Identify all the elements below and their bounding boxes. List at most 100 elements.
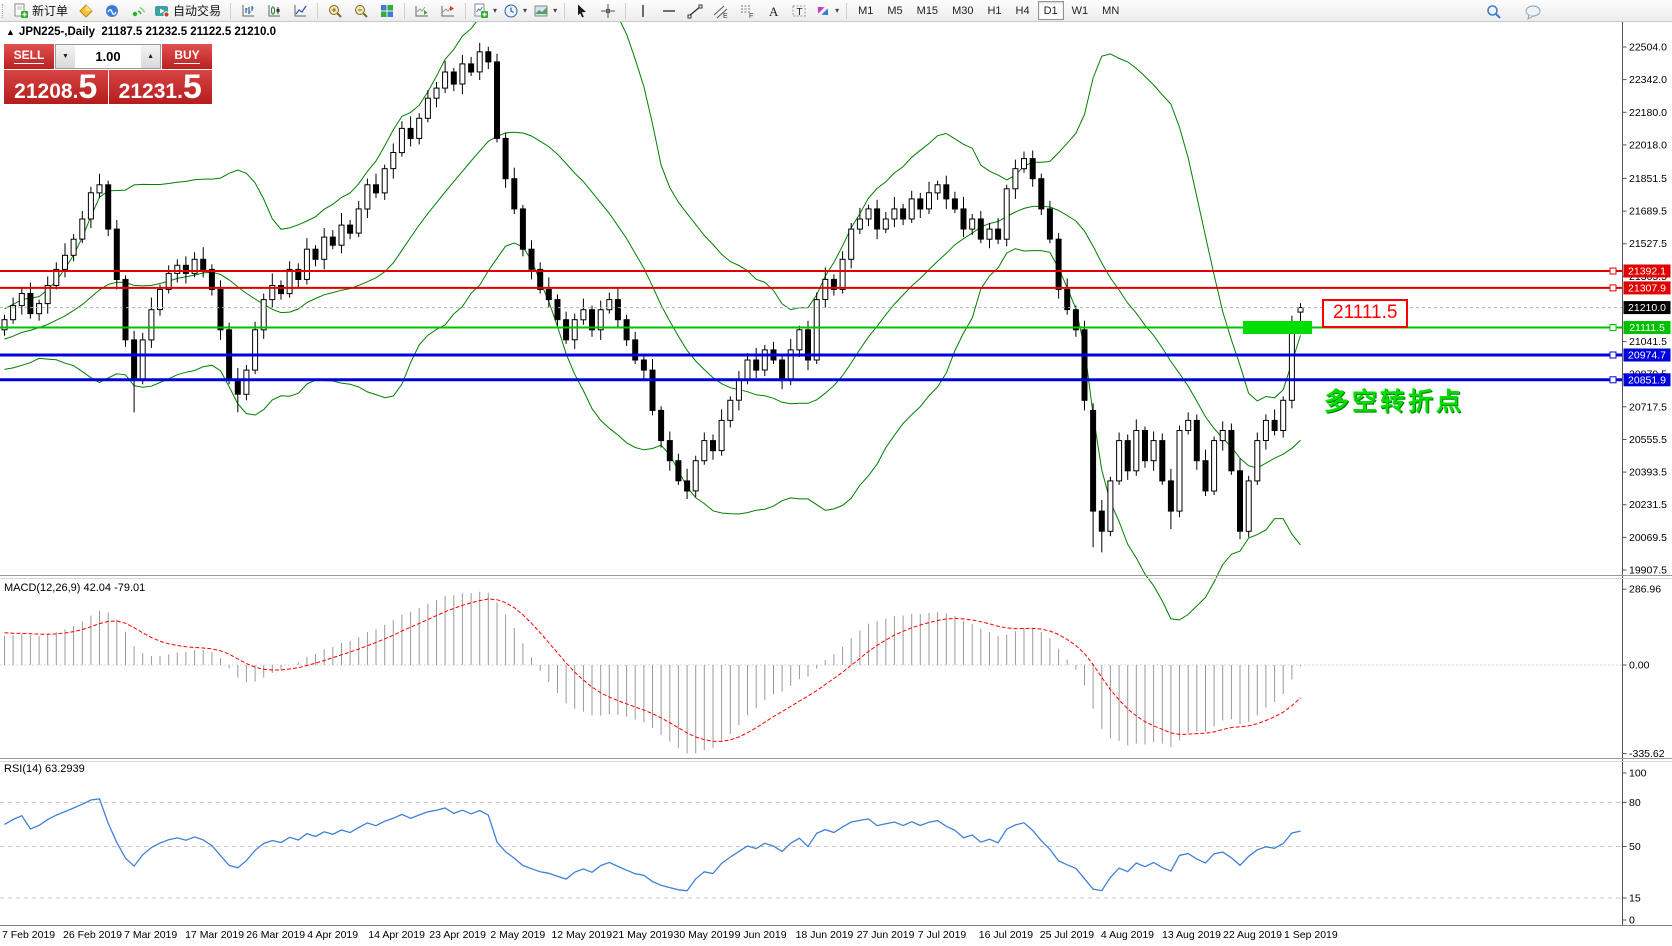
line-chart-icon bbox=[294, 4, 307, 16]
search-icon bbox=[1486, 5, 1501, 19]
community-button[interactable] bbox=[99, 0, 125, 21]
volume-decrease-button[interactable]: ▼ bbox=[56, 45, 75, 68]
toolbar-separator bbox=[465, 2, 467, 19]
sell-button[interactable]: SELL bbox=[4, 44, 54, 69]
timeframe-button-MN[interactable]: MN bbox=[1102, 4, 1120, 17]
bar-chart-icon bbox=[242, 4, 255, 16]
timeframe-button-M30[interactable]: M30 bbox=[952, 4, 974, 17]
volume-stepper: ▼ 1.00 ▲ bbox=[55, 44, 161, 69]
bar-chart-button[interactable] bbox=[235, 0, 261, 21]
svg-text:21111.5: 21111.5 bbox=[1629, 322, 1665, 334]
auto-scroll-button[interactable] bbox=[409, 0, 435, 21]
svg-text:21 May 2019: 21 May 2019 bbox=[613, 929, 674, 941]
tile-windows-button[interactable] bbox=[374, 0, 400, 21]
autotrading-button[interactable]: 自动交易 bbox=[151, 0, 226, 21]
zoom-out-button[interactable] bbox=[348, 0, 374, 21]
chart-window[interactable]: 22504.0 22342.0 22180.0 22018.0 21851.5 21689… bbox=[0, 22, 1672, 946]
bollinger-bands bbox=[4, 22, 1301, 621]
shapes-button[interactable]: ▾ bbox=[812, 0, 842, 21]
rsi-pane bbox=[4, 798, 1301, 892]
chart-symbol-period: JPN225-,Daily bbox=[18, 26, 95, 38]
pane-borders bbox=[0, 575, 1672, 926]
new-order-button[interactable]: 新订单 bbox=[10, 0, 73, 21]
vertical-line-icon bbox=[642, 4, 644, 17]
chevron-down-icon: ▾ bbox=[835, 6, 840, 15]
svg-text:E: E bbox=[723, 13, 728, 19]
zoom-in-button[interactable] bbox=[322, 0, 348, 21]
community-icon bbox=[106, 4, 119, 17]
buy-price-frac: 5 bbox=[182, 68, 202, 107]
chat-button[interactable] bbox=[1520, 1, 1546, 22]
text-label-button[interactable]: T bbox=[786, 0, 812, 21]
svg-text:2 May 2019: 2 May 2019 bbox=[490, 929, 545, 941]
horizontal-line-button[interactable] bbox=[656, 0, 682, 21]
trendline-button[interactable] bbox=[682, 0, 708, 21]
sell-price-dot: . bbox=[72, 80, 79, 103]
timeframe-button-H1[interactable]: H1 bbox=[987, 4, 1002, 17]
rsi-value: 63.2939 bbox=[44, 763, 85, 775]
price-callout-box[interactable]: 21111.5 bbox=[1322, 299, 1409, 328]
tile-windows-icon bbox=[381, 4, 394, 17]
text-tool-button[interactable]: A bbox=[760, 0, 786, 21]
template-icon bbox=[534, 5, 548, 16]
chevron-down-icon: ▾ bbox=[553, 6, 558, 15]
candlestick-chart-icon bbox=[268, 4, 281, 16]
one-click-trade-panel: SELL ▼ 1.00 ▲ BUY 21208. 5 21231. 5 bbox=[4, 44, 212, 104]
chart-ohlc-readout: 21187.5 21232.5 21122.5 21210.0 bbox=[101, 26, 276, 38]
svg-text:13 Aug 2019: 13 Aug 2019 bbox=[1162, 929, 1221, 941]
search-button[interactable] bbox=[1480, 1, 1506, 22]
buy-button[interactable]: BUY bbox=[162, 44, 212, 69]
svg-text:F: F bbox=[749, 13, 753, 19]
fibonacci-button[interactable]: F bbox=[734, 0, 760, 21]
timeframe-button-M15[interactable]: M15 bbox=[916, 4, 939, 17]
buy-price-display[interactable]: 21231. 5 bbox=[108, 68, 212, 107]
timeframe-button-M1[interactable]: M1 bbox=[858, 4, 874, 17]
templates-button[interactable]: ▾ bbox=[530, 0, 560, 21]
svg-text:20393.5: 20393.5 bbox=[1629, 467, 1667, 479]
cursor-icon bbox=[578, 4, 587, 17]
svg-text:22018.0: 22018.0 bbox=[1629, 139, 1667, 151]
turning-point-note[interactable]: 多空转折点 bbox=[1324, 388, 1465, 416]
timeframe-button-D1[interactable]: D1 bbox=[1037, 1, 1064, 20]
periods-button[interactable]: ▾ bbox=[500, 0, 530, 21]
svg-text:21527.5: 21527.5 bbox=[1629, 238, 1667, 250]
svg-text:22180.0: 22180.0 bbox=[1629, 107, 1667, 119]
equidistant-channel-button[interactable]: E bbox=[708, 0, 734, 21]
candles-layer bbox=[1, 42, 1304, 553]
svg-text:22504.0: 22504.0 bbox=[1629, 42, 1667, 54]
timeframe-group: M1 M5 M15 M30 H1 H4 D1 W1 MN bbox=[851, 1, 1126, 20]
timeframe-button-M5[interactable]: M5 bbox=[887, 4, 903, 17]
quotes-button[interactable] bbox=[73, 0, 99, 21]
sell-price-main: 21208 bbox=[14, 80, 73, 103]
svg-text:15: 15 bbox=[1629, 893, 1641, 905]
timeframe-button-W1[interactable]: W1 bbox=[1071, 4, 1089, 17]
chevron-down-icon: ▾ bbox=[523, 6, 528, 15]
crosshair-button[interactable] bbox=[595, 0, 621, 21]
toolbar-separator bbox=[846, 2, 848, 19]
add-indicator-button[interactable]: ▾ bbox=[470, 0, 500, 21]
sell-price-display[interactable]: 21208. 5 bbox=[4, 70, 108, 104]
svg-text:0.00: 0.00 bbox=[1629, 660, 1650, 672]
signals-button[interactable] bbox=[125, 0, 151, 21]
cursor-button[interactable] bbox=[569, 0, 595, 21]
candlestick-chart-button[interactable] bbox=[261, 0, 287, 21]
crosshair-icon bbox=[601, 3, 616, 18]
svg-text:23 Apr 2019: 23 Apr 2019 bbox=[429, 929, 486, 941]
chart-shift-button[interactable] bbox=[435, 0, 461, 21]
volume-value[interactable]: 1.00 bbox=[95, 49, 121, 64]
svg-text:25 Jul 2019: 25 Jul 2019 bbox=[1040, 929, 1094, 941]
zoom-out-icon bbox=[355, 4, 368, 18]
svg-text:17 Mar 2019: 17 Mar 2019 bbox=[185, 929, 244, 941]
svg-text:26 Feb 2019: 26 Feb 2019 bbox=[63, 929, 122, 941]
sell-button-label: SELL bbox=[13, 48, 45, 64]
yellow-diamond-icon bbox=[79, 3, 93, 18]
vertical-line-button[interactable] bbox=[630, 0, 656, 21]
line-chart-button[interactable] bbox=[287, 0, 313, 21]
timeframe-button-H4[interactable]: H4 bbox=[1015, 4, 1030, 17]
svg-text:4 Aug 2019: 4 Aug 2019 bbox=[1101, 929, 1154, 941]
chart-canvas[interactable]: 22504.0 22342.0 22180.0 22018.0 21851.5 21689… bbox=[0, 22, 1672, 946]
autotrading-label: 自动交易 bbox=[173, 4, 222, 18]
chat-icon bbox=[1525, 5, 1541, 20]
volume-increase-button[interactable]: ▲ bbox=[141, 45, 160, 68]
text-label-icon: T bbox=[792, 5, 806, 18]
